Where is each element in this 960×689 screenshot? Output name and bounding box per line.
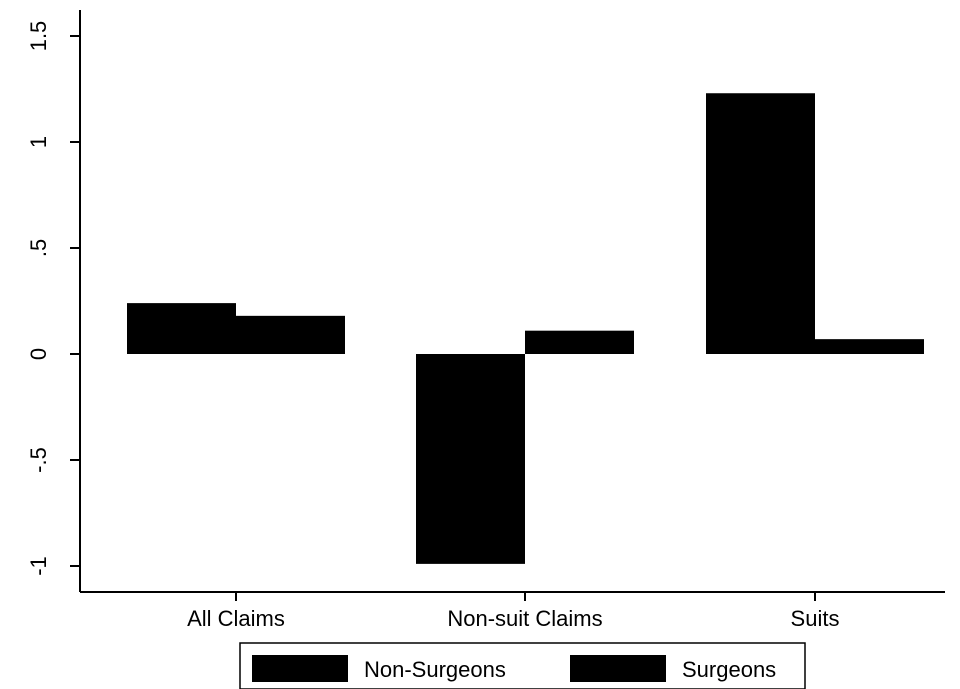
category-labels: All Claims Non-suit Claims Suits [187, 606, 839, 631]
category-label: Suits [791, 606, 840, 631]
category-label: All Claims [187, 606, 285, 631]
bar-non-surgeons-non-suit-claims [416, 354, 525, 564]
x-axis [80, 591, 945, 601]
bar-surgeons-all-claims [236, 315, 345, 354]
y-tick-label: 1.5 [26, 21, 51, 52]
y-tick-label: 0 [26, 348, 51, 360]
bar-surgeons-non-suit-claims [525, 330, 634, 354]
y-tick-label: .5 [26, 239, 51, 257]
category-label: Non-suit Claims [447, 606, 602, 631]
legend-label-non-surgeons: Non-Surgeons [364, 657, 506, 682]
bar-non-surgeons-all-claims [127, 303, 236, 354]
y-tick-label: -1 [26, 556, 51, 576]
bar-surgeons-suits [815, 339, 924, 354]
bars [127, 93, 924, 564]
legend-swatch-non-surgeons [252, 655, 348, 682]
y-tick-label: 1 [26, 136, 51, 148]
y-tick-label: -.5 [26, 447, 51, 473]
legend-label-surgeons: Surgeons [682, 657, 776, 682]
legend: Non-Surgeons Surgeons [239, 642, 806, 689]
legend-swatch-surgeons [570, 655, 666, 682]
y-axis: -1 -.5 0 .5 1 1.5 [26, 10, 81, 592]
bar-non-surgeons-suits [706, 93, 815, 355]
